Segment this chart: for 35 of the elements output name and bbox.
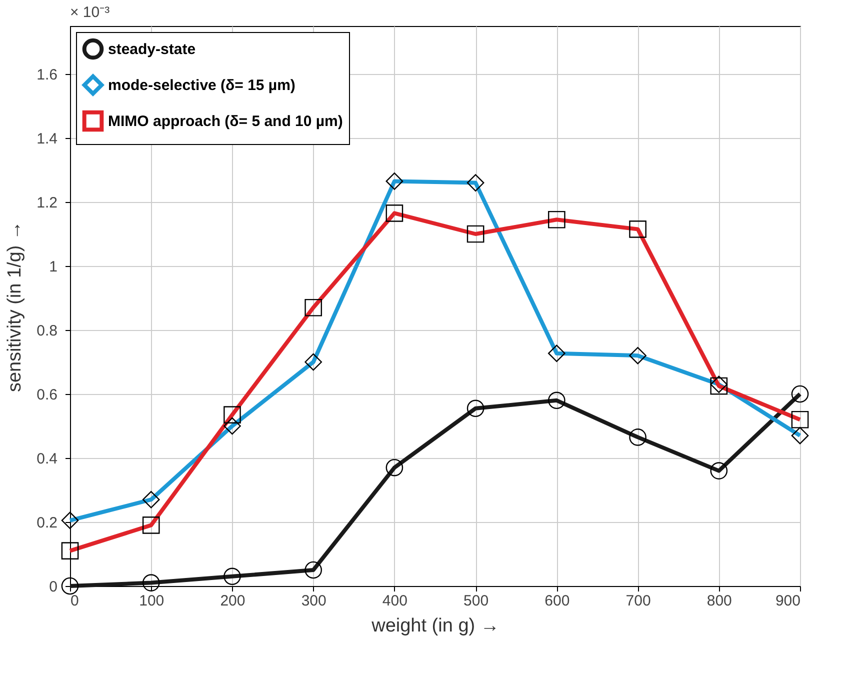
x-tick-label: 700 xyxy=(626,592,651,610)
x-tick-label: 600 xyxy=(544,592,570,610)
y-axis-title: sensitivity (in 1/g) → xyxy=(4,220,26,392)
point xyxy=(548,392,566,410)
legend-label: steady-state xyxy=(108,41,196,58)
x-tick-label: 400 xyxy=(382,592,408,610)
x-tick-label: 800 xyxy=(706,592,732,610)
point xyxy=(142,574,160,592)
legend-label: MIMO approach (δ= 5 and 10 µm) xyxy=(108,113,343,130)
point xyxy=(224,568,241,586)
y-tick-label: 0.2 xyxy=(36,514,58,532)
x-axis-title: weight (in g) → xyxy=(370,616,500,636)
point xyxy=(386,458,404,476)
y-tick-label: 0.6 xyxy=(36,386,58,404)
y-tick-label: 1.2 xyxy=(36,194,58,212)
point xyxy=(629,428,646,446)
x-tick-label: 500 xyxy=(464,592,489,610)
x-tick-label: 100 xyxy=(139,592,164,610)
y-tick-label: 0.8 xyxy=(36,322,58,340)
point xyxy=(61,577,79,595)
x-tick-label: 300 xyxy=(301,592,326,610)
point xyxy=(466,400,484,418)
y-tick-label: 0 xyxy=(49,578,58,596)
point xyxy=(304,561,322,579)
y-tick-label: 1.4 xyxy=(36,130,58,148)
y-tick-label: 1 xyxy=(49,258,58,276)
point xyxy=(710,462,728,480)
text: × 10⁻³ xyxy=(70,4,110,21)
y-tick-label: 0.4 xyxy=(36,450,58,468)
x-tick-label: 200 xyxy=(220,592,246,610)
point xyxy=(791,385,809,403)
x-tick-label: 900 xyxy=(775,592,800,610)
x-tick-label: 0 xyxy=(70,592,79,610)
y-tick-label: 1.6 xyxy=(36,66,58,84)
legend-label: mode-selective (δ= 15 µm) xyxy=(108,77,296,94)
